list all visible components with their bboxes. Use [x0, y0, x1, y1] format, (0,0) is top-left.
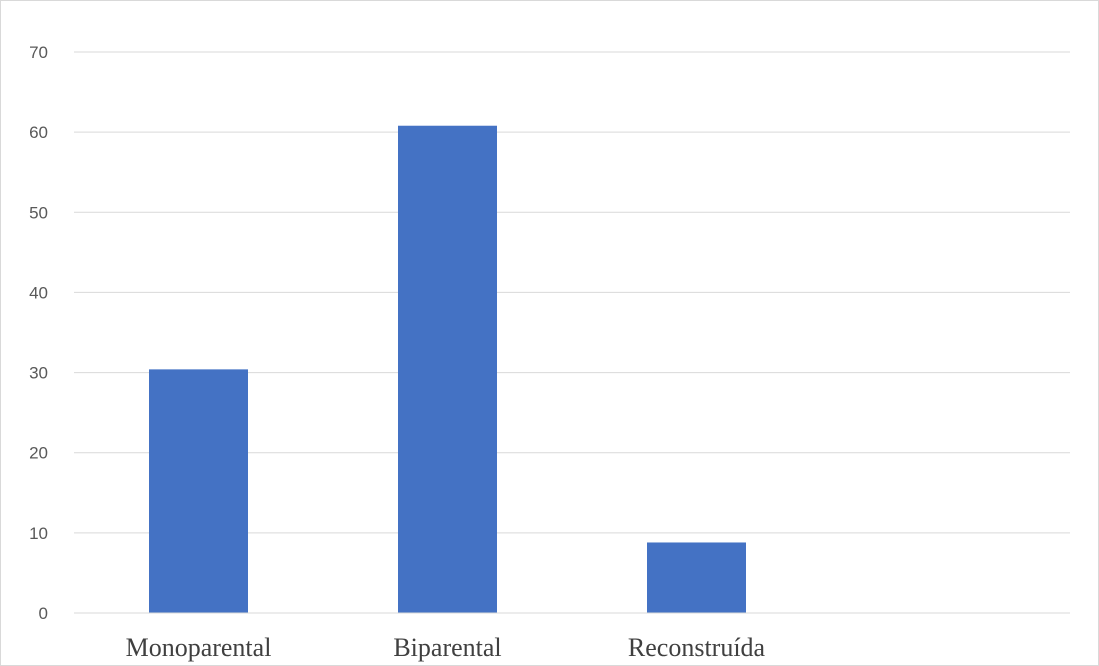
y-tick-label: 60 — [29, 123, 48, 142]
bar-monoparental — [149, 369, 248, 613]
y-axis-ticks: 0 10 20 30 40 50 60 70 — [29, 43, 48, 623]
y-tick-label: 20 — [29, 444, 48, 463]
x-tick-label: Monoparental — [126, 633, 272, 662]
y-tick-label: 10 — [29, 524, 48, 543]
x-tick-label: Reconstruída — [628, 633, 766, 662]
bar-reconstru-da — [647, 542, 746, 613]
x-axis-ticks: Monoparental Biparental Reconstruída — [126, 633, 766, 662]
bar-biparental — [398, 125, 497, 613]
y-tick-label: 70 — [29, 43, 48, 62]
y-tick-label: 30 — [29, 364, 48, 383]
y-tick-label: 50 — [29, 203, 48, 222]
bars — [149, 125, 746, 613]
y-tick-label: 40 — [29, 283, 48, 302]
y-tick-label: 0 — [39, 604, 48, 623]
x-tick-label: Biparental — [393, 633, 501, 662]
